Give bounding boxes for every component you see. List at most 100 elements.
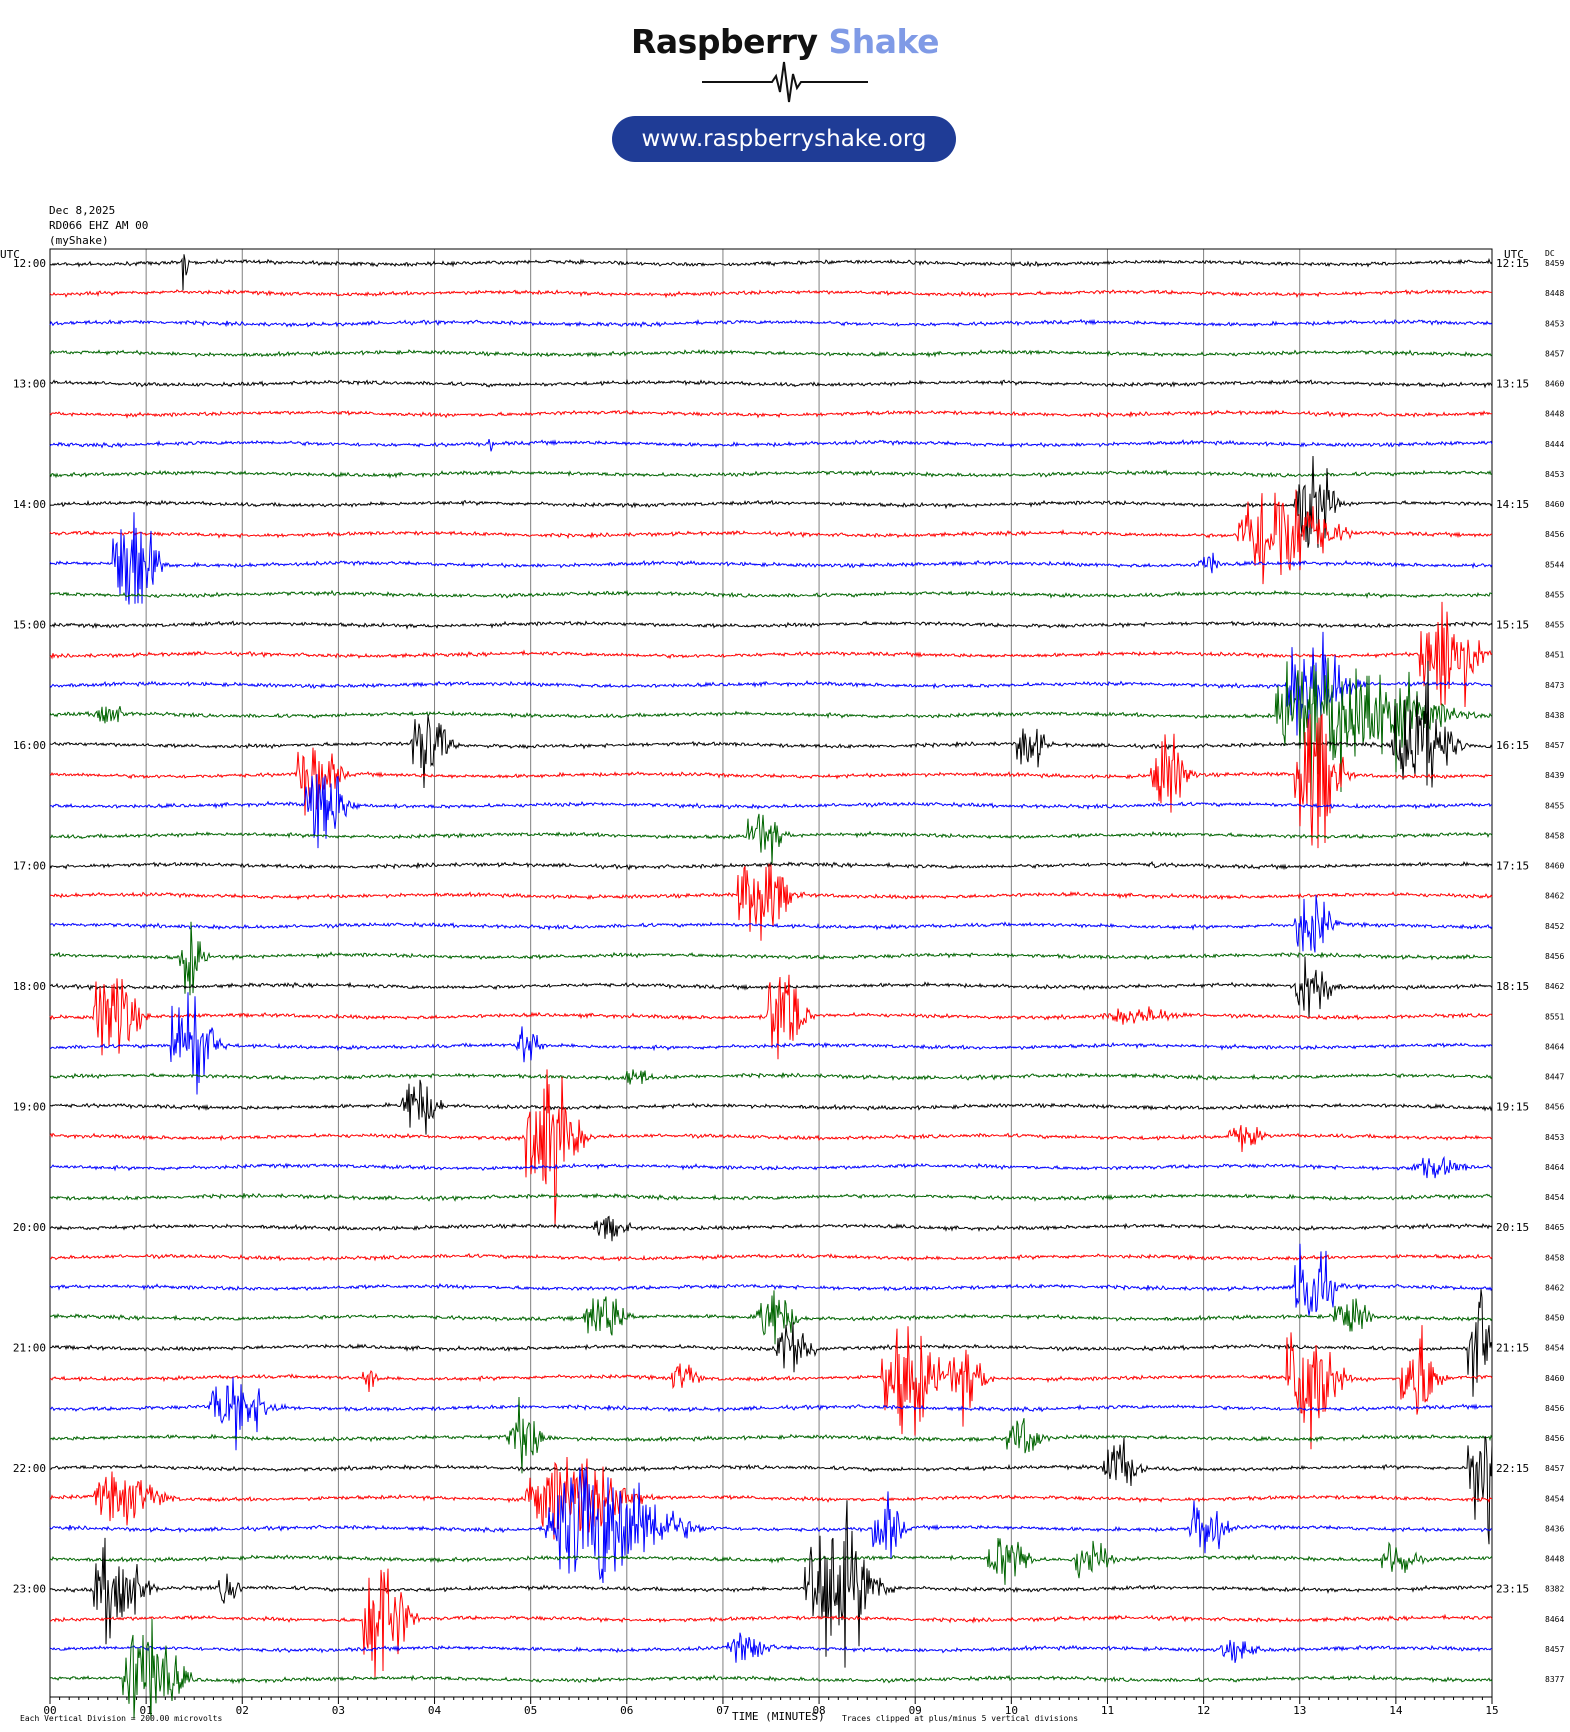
dc-offset-label: 8457 (1545, 741, 1564, 750)
clip-note: Traces clipped at plus/minus 5 vertical … (842, 1714, 1079, 1723)
dc-offset-label: 8456 (1545, 952, 1564, 961)
trace-row (49, 620, 1493, 630)
trace-row (49, 1243, 1493, 1316)
right-time-label: 14:15 (1496, 498, 1529, 511)
dc-label: DC (1545, 249, 1555, 258)
dc-offset-label: 8462 (1545, 982, 1564, 991)
left-utc-label: UTC (0, 248, 20, 261)
x-tick-label: 14 (1389, 1704, 1403, 1717)
trace-row (49, 469, 1493, 479)
left-time-label: 14:00 (13, 498, 46, 511)
trace-row (49, 992, 1493, 1095)
scale-note: Each Vertical Division = 200.00 microvol… (20, 1714, 223, 1723)
dc-offset-label: 8458 (1545, 1253, 1564, 1262)
trace-row (49, 589, 1493, 599)
trace-row (49, 860, 1493, 871)
right-time-label: 15:15 (1496, 619, 1529, 632)
dc-offset-label: 8544 (1545, 560, 1564, 569)
left-time-label: 22:00 (13, 1462, 46, 1475)
x-tick-label: 02 (236, 1704, 249, 1717)
dc-offset-label: 8457 (1545, 1464, 1564, 1473)
trace-row (49, 774, 1493, 849)
trace-row (49, 1155, 1493, 1179)
x-tick-label: 11 (1101, 1704, 1114, 1717)
dc-offset-label: 8382 (1545, 1585, 1564, 1594)
dc-offset-label: 8455 (1545, 621, 1564, 630)
trace-row (49, 601, 1493, 708)
left-time-label: 23:00 (13, 1583, 46, 1596)
trace-row (49, 1618, 1493, 1721)
x-axis-title: TIME (MINUTES) (732, 1710, 825, 1723)
trace-row (49, 1325, 1493, 1450)
dc-offset-label: 8453 (1545, 1133, 1564, 1142)
dc-offset-label: 8457 (1545, 349, 1564, 358)
trace-row (49, 1253, 1493, 1262)
dc-offset-label: 8458 (1545, 831, 1564, 840)
right-time-label: 12:15 (1496, 257, 1529, 270)
left-time-label: 17:00 (13, 860, 46, 873)
dc-offset-label: 8454 (1545, 1494, 1564, 1503)
left-time-label: 15:00 (13, 619, 46, 632)
right-time-label: 21:15 (1496, 1342, 1529, 1355)
dc-offset-label: 8456 (1545, 530, 1564, 539)
dc-offset-label: 8551 (1545, 1012, 1564, 1021)
dc-offset-label: 8451 (1545, 651, 1564, 660)
left-time-label: 19:00 (13, 1101, 46, 1114)
dc-offset-label: 8454 (1545, 1193, 1564, 1202)
trace-row (49, 660, 1493, 789)
trace-row (49, 1069, 1493, 1085)
x-tick-label: 06 (620, 1704, 633, 1717)
trace-row (49, 1436, 1493, 1545)
x-tick-label: 00 (43, 1704, 56, 1717)
trace-row (49, 254, 1493, 291)
dc-offset-label: 8448 (1545, 289, 1564, 298)
trace-row (49, 438, 1493, 452)
dc-offset-label: 8455 (1545, 590, 1564, 599)
website-link[interactable]: www.raspberryshake.org (612, 116, 956, 162)
dc-offset-label: 8456 (1545, 1434, 1564, 1443)
trace-row (49, 713, 1493, 849)
trace-row (49, 631, 1493, 736)
brand-name-part2: Shake (828, 22, 940, 61)
trace-row (49, 1466, 1493, 1584)
trace-row (49, 813, 1493, 865)
trace-row (49, 1632, 1493, 1664)
dc-offset-label: 8439 (1545, 771, 1564, 780)
dc-offset-label: 8456 (1545, 1404, 1564, 1413)
x-tick-label: 10 (1005, 1704, 1018, 1717)
plot-frame (49, 248, 1493, 1698)
trace-row (49, 956, 1493, 1019)
trace-row (49, 1069, 1493, 1227)
trace-row (49, 1456, 1492, 1540)
trace-row (49, 349, 1493, 358)
seismic-wave-logo-icon (702, 61, 868, 103)
dc-offset-label: 8455 (1545, 801, 1564, 810)
left-time-label: 16:00 (13, 739, 46, 752)
brand-title: Raspberry Shake (0, 22, 1570, 61)
trace-row (49, 1500, 1493, 1668)
x-tick-label: 07 (716, 1704, 729, 1717)
right-time-label: 22:15 (1496, 1462, 1529, 1475)
dc-offset-label: 8462 (1545, 1283, 1564, 1292)
trace-row (49, 289, 1493, 299)
trace-row (49, 512, 1493, 605)
right-time-label: 16:15 (1496, 739, 1529, 752)
trace-row (49, 318, 1493, 328)
dc-offset-label: 8457 (1545, 1645, 1564, 1654)
dc-offset-label: 8447 (1545, 1073, 1564, 1082)
right-time-label: 13:15 (1496, 378, 1529, 391)
dc-offset-label: 8460 (1545, 862, 1564, 871)
x-tick-label: 08 (812, 1704, 825, 1717)
dc-offset-label: 8454 (1545, 1344, 1564, 1353)
right-time-label: 18:15 (1496, 980, 1529, 993)
x-tick-label: 15 (1485, 1704, 1498, 1717)
dc-offset-label: 8464 (1545, 1042, 1564, 1051)
data-source: (myShake) (49, 234, 109, 247)
brand-name-part1: Raspberry (631, 22, 818, 61)
dc-offset-label: 8460 (1545, 1374, 1564, 1383)
dc-offset-label: 8448 (1545, 410, 1564, 419)
plot-date: Dec 8,2025 (49, 204, 116, 217)
trace-row (49, 378, 1493, 389)
trace-row (49, 489, 1493, 585)
trace-row (49, 1568, 1493, 1678)
